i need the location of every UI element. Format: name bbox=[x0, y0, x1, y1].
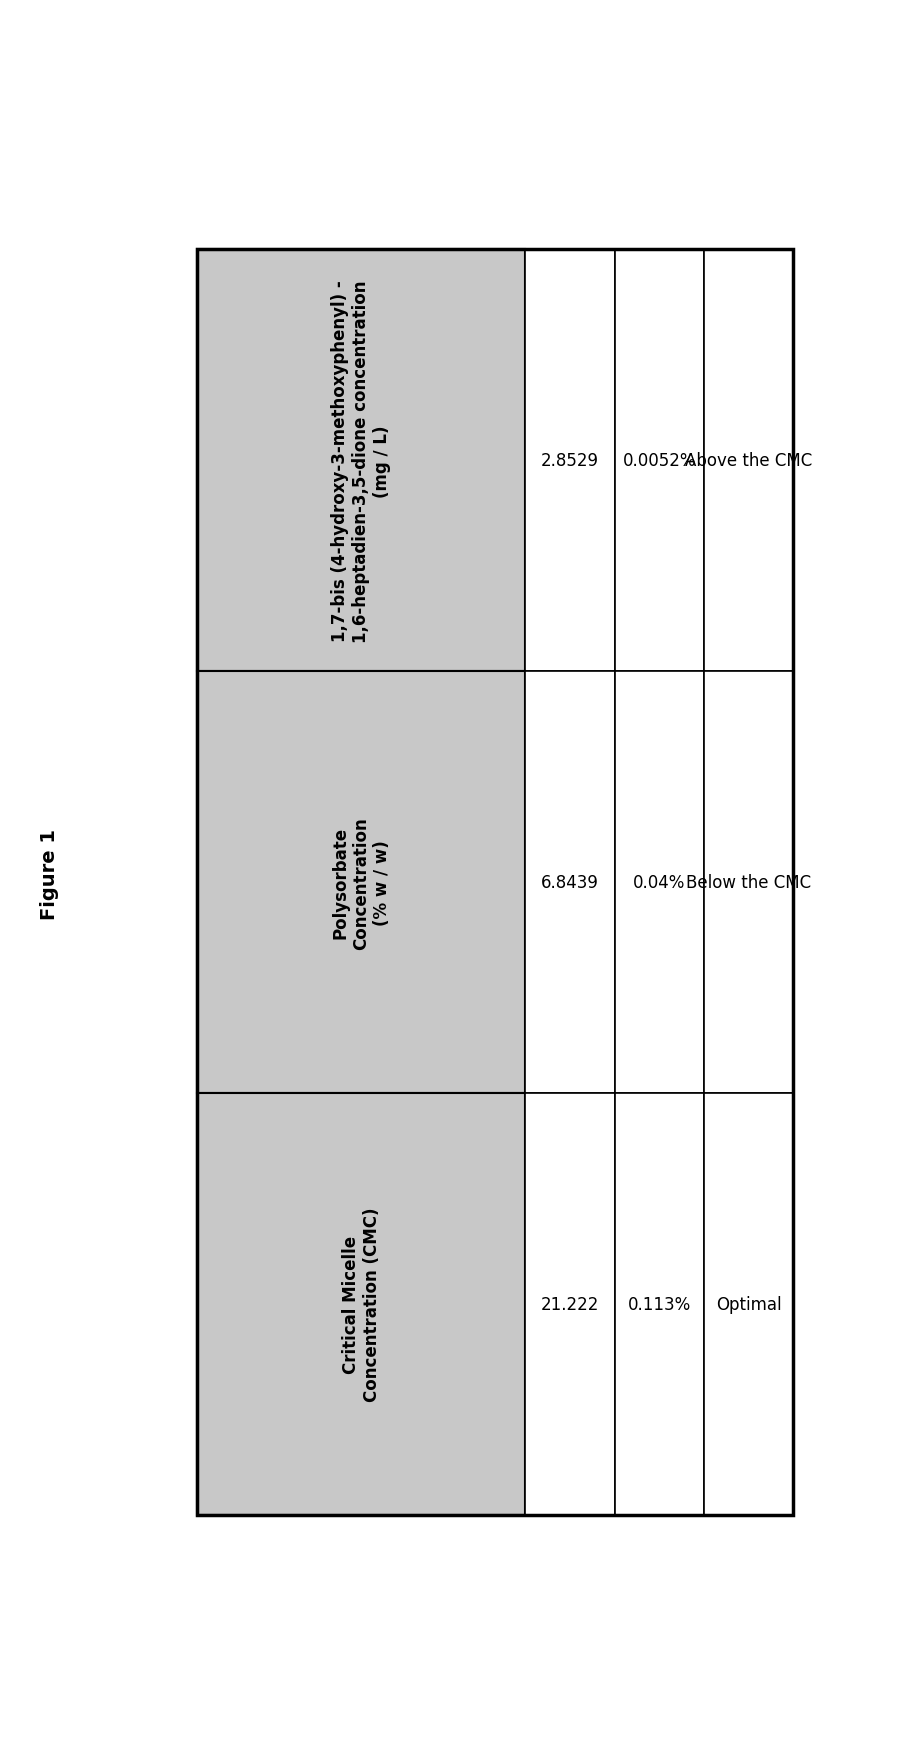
Bar bbox=[525, 671, 614, 1094]
Bar bbox=[525, 1094, 614, 1516]
Bar bbox=[197, 250, 525, 671]
Text: Below the CMC: Below the CMC bbox=[686, 874, 811, 891]
Text: 0.04%: 0.04% bbox=[634, 874, 685, 891]
Text: 0.113%: 0.113% bbox=[628, 1295, 691, 1313]
Bar bbox=[197, 671, 525, 1094]
Bar bbox=[704, 671, 794, 1094]
Bar bbox=[614, 1094, 704, 1516]
Text: Above the CMC: Above the CMC bbox=[685, 453, 813, 470]
Text: 21.222: 21.222 bbox=[540, 1295, 599, 1313]
Text: 6.8439: 6.8439 bbox=[541, 874, 599, 891]
Text: 0.0052%: 0.0052% bbox=[623, 453, 696, 470]
Bar bbox=[704, 250, 794, 671]
Text: Optimal: Optimal bbox=[716, 1295, 782, 1313]
Text: 2.8529: 2.8529 bbox=[541, 453, 599, 470]
Text: Figure 1: Figure 1 bbox=[41, 829, 59, 919]
Bar bbox=[525, 250, 614, 671]
Text: 1,7-bis (4-hydroxy-3-methoxyphenyl) -
1,6-heptadien-3,5-dione concentration
(mg : 1,7-bis (4-hydroxy-3-methoxyphenyl) - 1,… bbox=[331, 280, 391, 642]
Bar bbox=[197, 1094, 525, 1516]
Bar bbox=[197, 250, 794, 1516]
Text: Polysorbate
Concentration
(% w / w): Polysorbate Concentration (% w / w) bbox=[331, 816, 391, 949]
Bar bbox=[614, 250, 704, 671]
Bar bbox=[704, 1094, 794, 1516]
Bar bbox=[614, 671, 704, 1094]
Text: Critical Micelle
Concentration (CMC): Critical Micelle Concentration (CMC) bbox=[342, 1208, 381, 1402]
